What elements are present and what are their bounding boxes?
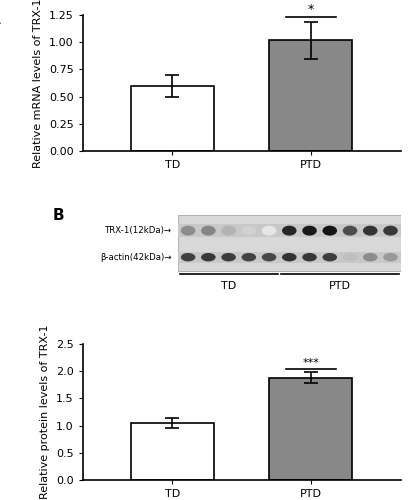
Ellipse shape (221, 253, 236, 262)
Ellipse shape (302, 253, 317, 262)
Ellipse shape (201, 253, 216, 262)
FancyBboxPatch shape (178, 224, 401, 237)
Bar (269, 40, 352, 151)
Ellipse shape (282, 226, 297, 235)
Ellipse shape (221, 226, 236, 235)
Text: B: B (52, 208, 64, 223)
FancyBboxPatch shape (178, 215, 401, 272)
Ellipse shape (181, 253, 195, 262)
Ellipse shape (302, 226, 317, 235)
Ellipse shape (383, 253, 398, 262)
Ellipse shape (383, 226, 398, 235)
Bar (131, 86, 214, 151)
Ellipse shape (181, 226, 195, 235)
Ellipse shape (343, 226, 357, 235)
Ellipse shape (262, 226, 276, 235)
Y-axis label: Relative mRNA levels of TRX-1: Relative mRNA levels of TRX-1 (33, 0, 43, 168)
Ellipse shape (242, 226, 256, 235)
Text: TD: TD (221, 281, 236, 291)
Ellipse shape (282, 253, 297, 262)
Y-axis label: Relative protein levels of TRX-1: Relative protein levels of TRX-1 (40, 324, 50, 499)
Text: PTD: PTD (329, 281, 351, 291)
Text: TRX-1(12kDa)→: TRX-1(12kDa)→ (104, 226, 172, 235)
Bar (131, 423, 214, 480)
Ellipse shape (242, 253, 256, 262)
Ellipse shape (201, 226, 216, 235)
Ellipse shape (363, 226, 377, 235)
Text: ***: *** (302, 358, 319, 368)
Ellipse shape (323, 226, 337, 235)
Ellipse shape (363, 253, 377, 262)
Ellipse shape (262, 253, 276, 262)
Text: β-actin(42kDa)→: β-actin(42kDa)→ (100, 252, 172, 262)
Text: *: * (308, 3, 314, 16)
Bar (269, 378, 352, 480)
Ellipse shape (323, 253, 337, 262)
Ellipse shape (343, 253, 357, 262)
FancyBboxPatch shape (178, 252, 401, 263)
